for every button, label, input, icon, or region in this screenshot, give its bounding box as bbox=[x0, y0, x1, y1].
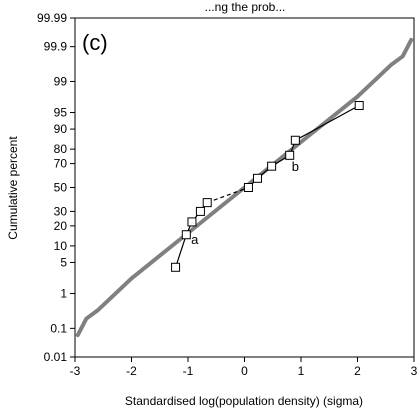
y-tick-label: 99.9 bbox=[44, 40, 68, 54]
y-tick-label: 20 bbox=[54, 219, 68, 233]
x-tick-label: -2 bbox=[126, 364, 137, 378]
data-line bbox=[206, 186, 249, 204]
y-axis-label: Cumulative percent bbox=[6, 136, 20, 240]
data-point bbox=[354, 101, 364, 111]
y-tick-label: 30 bbox=[54, 204, 68, 218]
y-tick-label: 80 bbox=[54, 142, 68, 156]
panel-label: (c) bbox=[82, 30, 108, 55]
annotation-layer: ab bbox=[191, 159, 299, 247]
y-tick-label: 50 bbox=[54, 181, 68, 195]
y-tick-label: 0.01 bbox=[44, 350, 68, 364]
y-tick-label: 5 bbox=[60, 255, 67, 269]
data-point bbox=[267, 161, 277, 171]
x-tick-label: 1 bbox=[298, 364, 305, 378]
y-tick-label: 1 bbox=[60, 287, 67, 301]
y-tick-label: 99.99 bbox=[37, 11, 67, 25]
x-tick-label: -3 bbox=[70, 364, 81, 378]
y-tick-label: 0.1 bbox=[50, 321, 67, 335]
annotation-label: b bbox=[292, 159, 299, 174]
data-point bbox=[202, 198, 212, 208]
y-tick-label: 90 bbox=[54, 122, 68, 136]
x-axis-label: Standardised log(population density) (si… bbox=[125, 394, 363, 408]
data-point bbox=[171, 262, 181, 272]
y-tick-label: 99 bbox=[54, 74, 68, 88]
x-tick-label: -1 bbox=[183, 364, 194, 378]
data-point bbox=[285, 150, 295, 160]
y-tick-label: 70 bbox=[54, 157, 68, 171]
x-tick-label: 3 bbox=[411, 364, 418, 378]
data-point bbox=[243, 183, 253, 192]
annotation-label: a bbox=[191, 232, 199, 247]
data-point bbox=[290, 135, 300, 145]
data-point bbox=[195, 206, 205, 216]
y-tick-label: 10 bbox=[54, 239, 68, 253]
marker-layer bbox=[171, 101, 364, 272]
data-line bbox=[248, 104, 360, 188]
x-axis-ticks: -3 -2 -1 0 1 2 3 bbox=[70, 357, 418, 378]
data-point bbox=[181, 230, 191, 240]
x-tick-label: 0 bbox=[241, 364, 248, 378]
data-point bbox=[187, 217, 197, 227]
y-tick-label: 95 bbox=[54, 106, 68, 120]
data-point bbox=[252, 173, 262, 183]
chart-title: ...ng the prob... bbox=[205, 0, 286, 14]
x-tick-label: 2 bbox=[354, 364, 361, 378]
